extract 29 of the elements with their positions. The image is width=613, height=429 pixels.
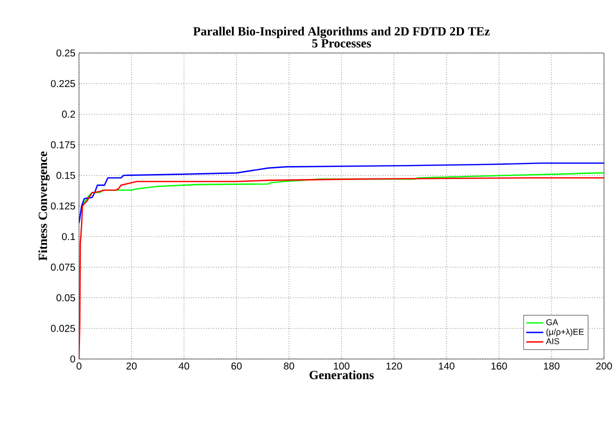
y-tick-label: 0.175 xyxy=(50,141,76,148)
x-tick-label: 40 xyxy=(178,362,190,370)
x-axis-title: Generations xyxy=(310,370,374,380)
y-tick-label: 0.075 xyxy=(50,264,76,271)
x-tick-label: 120 xyxy=(386,362,402,370)
x-tick-label: 100 xyxy=(334,362,350,370)
x-tick-label: 80 xyxy=(284,362,294,370)
line-series xyxy=(79,162,604,224)
x-tick-label: 20 xyxy=(126,362,137,370)
y-tick-label: 0.25 xyxy=(56,49,76,57)
x-tick-label: 180 xyxy=(544,362,560,370)
y-tick-label: 0.1 xyxy=(62,233,76,240)
y-tick-label: 0 xyxy=(70,355,76,363)
legend-label: AIS xyxy=(546,338,560,344)
y-tick-label: 0.15 xyxy=(56,172,76,179)
y-axis-title: Fitness Convergence xyxy=(38,152,50,261)
y-tick-label: 0.2 xyxy=(62,110,75,118)
x-tick-label: 200 xyxy=(596,362,612,370)
legend-label: (μ/ρ+λ)EE xyxy=(546,328,584,336)
x-tick-label: 140 xyxy=(438,362,454,370)
x-tick-label: 0 xyxy=(76,362,82,370)
x-tick-label: 60 xyxy=(231,362,242,370)
y-tick-label: 0.05 xyxy=(56,294,76,302)
y-tick-label: 0.025 xyxy=(50,324,76,332)
y-tick-label: 0.125 xyxy=(50,202,76,210)
chart-title: Parallel Bio-Inspired Algorithms and 2D FDTD 2D TEz 5 Processes xyxy=(193,26,490,48)
legend-label: GA xyxy=(546,319,558,326)
y-tick-label: 0.225 xyxy=(50,80,76,88)
x-tick-label: 160 xyxy=(491,362,507,370)
